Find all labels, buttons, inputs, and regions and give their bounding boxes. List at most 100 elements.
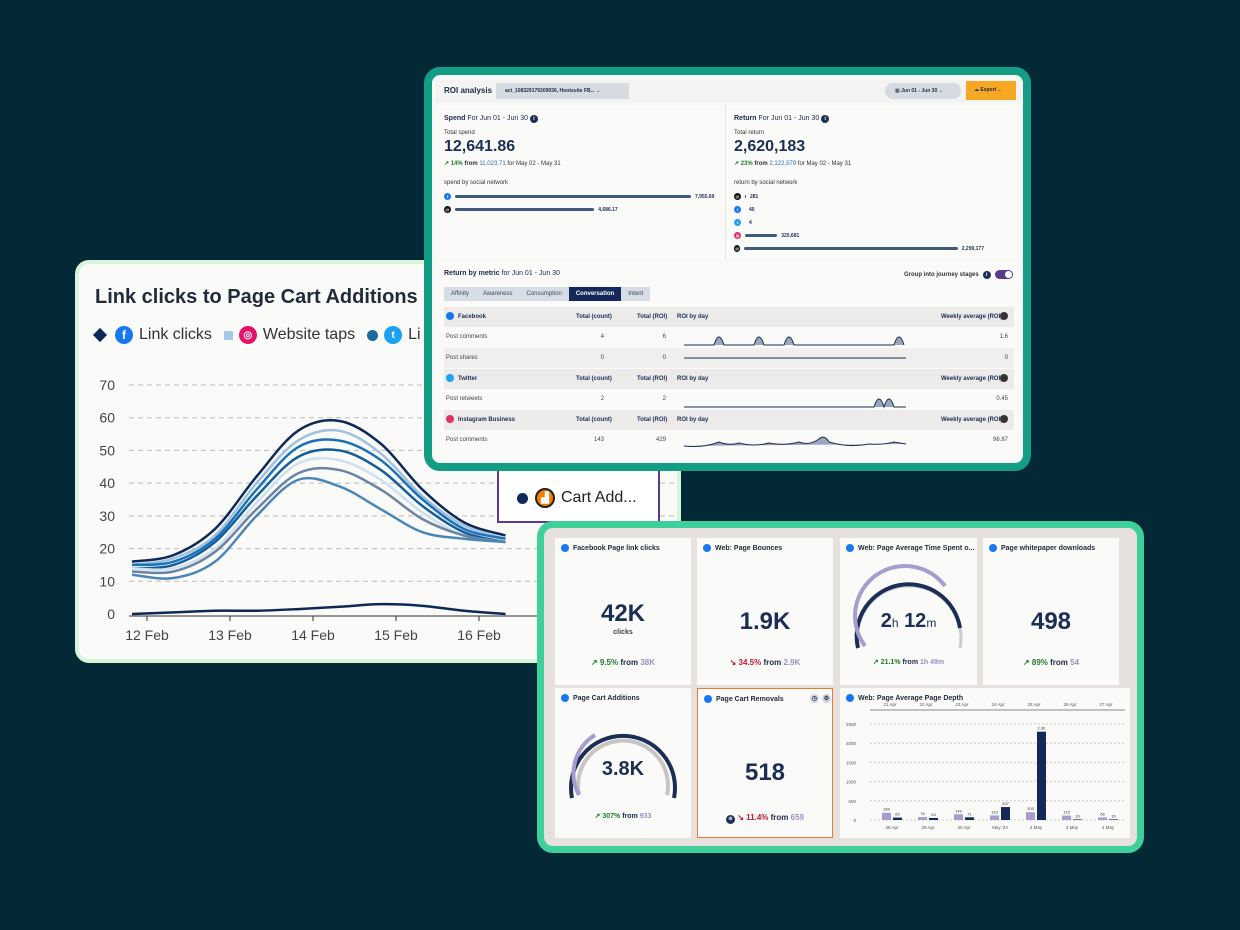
bar bbox=[1073, 819, 1082, 820]
group-stages-label: Group into journey stages bbox=[904, 271, 979, 278]
from-word: from bbox=[902, 659, 919, 666]
bar bbox=[893, 817, 902, 820]
bar bbox=[1109, 819, 1118, 820]
tile-title: Facebook Page link clicks bbox=[573, 544, 660, 552]
cart-icon: ▟ bbox=[535, 488, 555, 508]
spend-heading: Spend bbox=[444, 115, 466, 122]
instagram-icon: ◎ bbox=[734, 232, 741, 239]
bar bbox=[1001, 807, 1010, 820]
col-total-count: Total (count) bbox=[576, 314, 612, 320]
trend-up-icon: ↗ bbox=[1022, 658, 1030, 667]
total-roi: 0 bbox=[662, 355, 666, 361]
tile-page-bounces: Web: Page Bounces 1.9K ↘ 34.5% from 2.9K bbox=[697, 538, 833, 685]
facebook-icon: f bbox=[115, 326, 133, 344]
minutes-unit: m bbox=[926, 616, 937, 630]
legend-cart-additions[interactable]: Cart Add... bbox=[561, 489, 637, 506]
total-roi: 429 bbox=[655, 437, 666, 443]
tile-from: 54 bbox=[1070, 658, 1080, 667]
return-prev-period: for May 02 - May 31 bbox=[797, 161, 852, 167]
tab-consumption[interactable]: Consumption bbox=[526, 291, 562, 297]
roi-title: ROI analysis bbox=[444, 86, 493, 95]
tab-awareness[interactable]: Awareness bbox=[482, 291, 513, 297]
weekly-average: 0 bbox=[1004, 355, 1008, 361]
network-bar bbox=[455, 208, 595, 211]
network-name: Instagram Business bbox=[458, 417, 516, 423]
info-icon[interactable] bbox=[1000, 374, 1008, 382]
col-total-count: Total (count) bbox=[576, 417, 612, 423]
tile-value: 518 bbox=[744, 759, 786, 786]
tile-change: 89% bbox=[1031, 658, 1048, 667]
legend-link-clicks[interactable]: Link clicks bbox=[139, 326, 212, 343]
network-bar-row: ◎ 320,681 bbox=[734, 229, 984, 242]
legend-website-taps[interactable]: Website taps bbox=[262, 326, 356, 343]
top-tick-label: 27 Apr bbox=[1099, 702, 1113, 707]
top-tick-label: 21 Apr bbox=[883, 702, 897, 707]
group-stages-toggle[interactable] bbox=[994, 270, 1013, 279]
top-tick-label: 26 Apr bbox=[1063, 702, 1077, 707]
facebook-icon: f bbox=[444, 193, 451, 200]
tile-title: Web: Page Bounces bbox=[715, 544, 783, 552]
cart-additions-gauge bbox=[569, 733, 677, 799]
facebook-icon bbox=[561, 544, 569, 552]
tab-affinity[interactable]: Affinity bbox=[451, 291, 469, 297]
calendar-icon: ▦ bbox=[895, 88, 900, 94]
y-tick-label: 40 bbox=[99, 475, 115, 491]
facebook-icon bbox=[989, 544, 997, 552]
bar-label: 16 bbox=[1075, 813, 1080, 818]
date-range-button[interactable]: ▦ Jun 01 - Jun 30 ⌄ bbox=[885, 83, 961, 99]
legend-li[interactable]: Li bbox=[408, 326, 421, 343]
roi-analysis-card: ROI analysis act_108329179309936, Hootsu… bbox=[424, 67, 1031, 471]
info-icon[interactable]: i bbox=[982, 270, 991, 279]
tile-whitepaper-downloads: Page whitepaper downloads 498 ↗ 89% from… bbox=[983, 538, 1119, 685]
info-icon[interactable]: i bbox=[530, 115, 538, 123]
weekly-average: 1.6 bbox=[999, 334, 1008, 340]
col-total-roi: Total (ROI) bbox=[637, 376, 668, 382]
square-marker-icon bbox=[223, 330, 233, 340]
tile-title: Page Cart Additions bbox=[573, 694, 640, 702]
y-tick-label: 30 bbox=[99, 508, 115, 524]
instagram-icon: ◎ bbox=[238, 326, 257, 344]
top-tick-label: 22 Apr bbox=[919, 702, 933, 707]
series-line-4 bbox=[131, 456, 506, 571]
series-line-6 bbox=[131, 476, 506, 580]
network-bar bbox=[745, 234, 778, 237]
x-tick-label: May '23 bbox=[992, 825, 1008, 830]
tab-conversation[interactable]: Conversation bbox=[568, 287, 622, 301]
x-tick-label: 14 Feb bbox=[291, 627, 335, 643]
tile-change: 9.5% bbox=[599, 658, 619, 667]
trend-up-icon: ↗ bbox=[590, 658, 598, 667]
spend-bars: f 7,955.69 @4,686.17 bbox=[444, 190, 724, 216]
bar bbox=[1098, 817, 1107, 820]
from-word: from bbox=[464, 161, 478, 167]
export-button[interactable]: ☁ Export ⌄ bbox=[966, 81, 1016, 100]
x-tick-label: 29 Apr bbox=[921, 825, 935, 830]
bar bbox=[918, 817, 927, 820]
account-select[interactable]: act_108329179309936, Hootsuite FB... ⌄ bbox=[496, 83, 629, 99]
export-label: Export bbox=[980, 87, 997, 93]
info-icon[interactable] bbox=[1000, 415, 1008, 423]
info-icon[interactable] bbox=[1000, 312, 1008, 320]
return-panel: Return For Jun 01 - Jun 30 i Total retur… bbox=[726, 105, 1021, 260]
tile-from: 38K bbox=[640, 658, 656, 667]
tile-cart-removals[interactable]: Page Cart Removals ◷ ⚙ 518 ⊘ ↘ 11.4% fro… bbox=[697, 688, 833, 838]
clock-icon[interactable]: ◷ bbox=[810, 694, 819, 703]
twitter-icon bbox=[446, 374, 454, 382]
trend-up-icon: ↗ bbox=[872, 659, 879, 666]
status-icon: ⊘ bbox=[725, 814, 735, 824]
y-tick-label: 0 bbox=[853, 818, 856, 823]
info-icon[interactable]: i bbox=[821, 115, 830, 123]
tile-from: 2.9K bbox=[783, 658, 801, 667]
bar-label: 63 bbox=[895, 812, 900, 817]
bar-label: 76 bbox=[920, 811, 925, 816]
tile-title: Web: Page Average Page Depth bbox=[858, 694, 964, 702]
y-tick-label: 50 bbox=[99, 442, 115, 458]
cloud-upload-icon: ☁ bbox=[974, 87, 979, 93]
top-tick-label: 24 Apr bbox=[991, 702, 1005, 707]
total-spend-label: Total spend bbox=[444, 130, 475, 136]
gear-icon[interactable]: ⚙ bbox=[822, 694, 831, 703]
network-bar-value: 4,686.17 bbox=[598, 206, 618, 213]
tab-intent[interactable]: Intent bbox=[628, 291, 644, 297]
y-tick-label: 0 bbox=[107, 606, 115, 622]
metric-period: for Jun 01 - Jun 30 bbox=[501, 270, 560, 277]
network-bar-row: f 40 bbox=[734, 203, 984, 216]
